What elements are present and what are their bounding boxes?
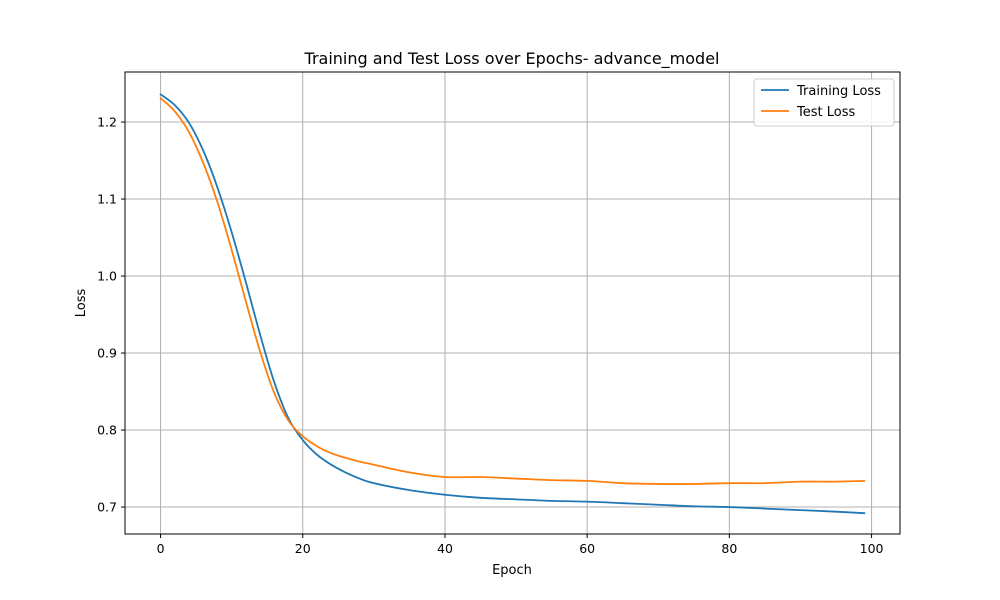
grid	[125, 72, 900, 534]
x-tick-label: 60	[579, 541, 595, 556]
series-line-training-loss	[159, 93, 866, 515]
y-tick-label: 0.8	[97, 423, 117, 438]
legend-label-test-loss: Test Loss	[796, 105, 855, 120]
legend: Training Loss Test Loss	[753, 78, 895, 127]
x-tick-label: 20	[295, 541, 311, 556]
plot-frame	[124, 71, 901, 535]
x-tick-label: 40	[437, 541, 453, 556]
y-tick-label: 1.1	[97, 192, 117, 207]
x-tick-label: 0	[157, 541, 165, 556]
y-tick-label: 0.7	[97, 500, 117, 515]
axis-ticks: 0 20 40 60 80 100 0.7 0.8 0.9 1.0 1.1 1.2	[97, 115, 883, 556]
x-tick-label: 100	[860, 541, 884, 556]
series-group	[159, 93, 866, 515]
series-line-test-loss	[159, 97, 866, 485]
x-tick-label: 80	[721, 541, 737, 556]
legend-label-training-loss: Training Loss	[796, 84, 881, 99]
chart-title: Training and Test Loss over Epochs- adva…	[304, 49, 720, 69]
y-tick-label: 1.0	[97, 269, 117, 284]
x-axis-label: Epoch	[492, 563, 532, 578]
y-axis-label: Loss	[74, 289, 89, 318]
y-tick-label: 0.9	[97, 346, 117, 361]
y-tick-label: 1.2	[97, 115, 117, 130]
